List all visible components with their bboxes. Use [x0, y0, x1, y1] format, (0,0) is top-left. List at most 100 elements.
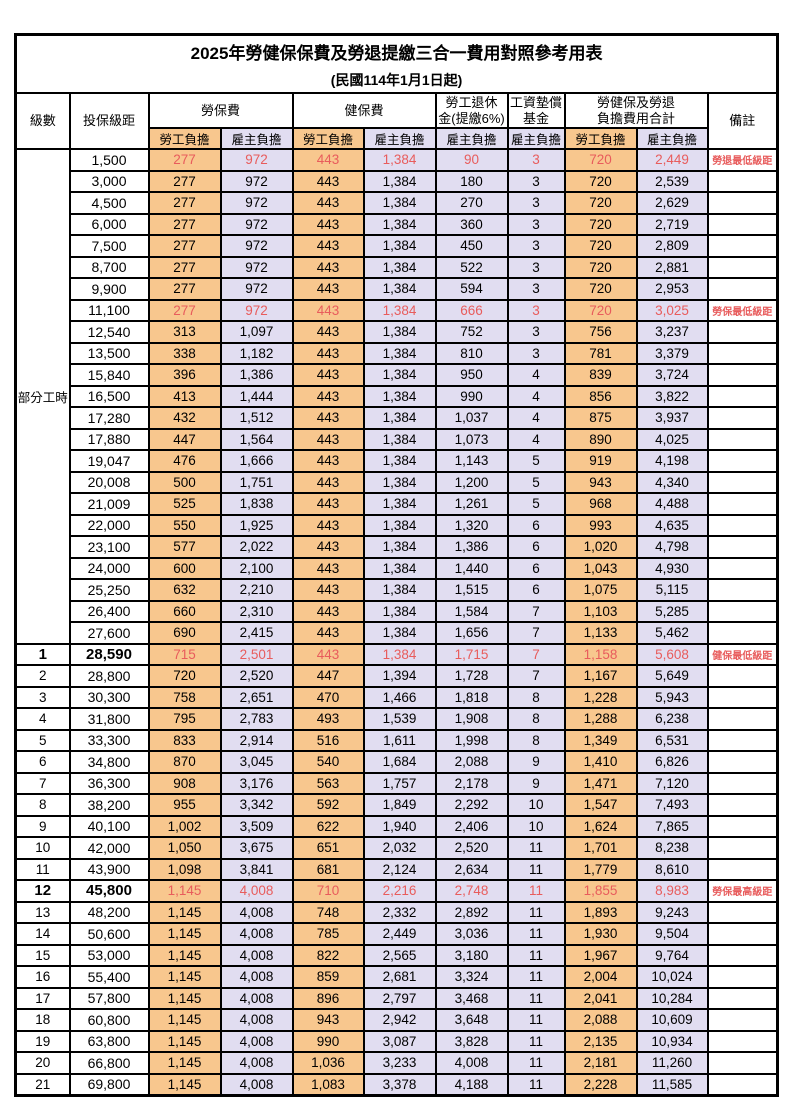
- table-row: 13,500 338 1,182 443 1,384 810 3 781 3,379: [16, 341, 779, 365]
- pension-employer-cell: 752: [434, 320, 509, 344]
- labor-employer-cell: 2,415: [219, 621, 294, 645]
- level-cell: 14: [14, 922, 71, 946]
- total-employee-cell: 720: [563, 255, 638, 279]
- remark-cell: [706, 556, 779, 580]
- total-employer-cell: 8,610: [635, 857, 709, 881]
- remark-cell: [706, 277, 779, 301]
- total-employer-cell: 4,025: [635, 427, 709, 451]
- health-employer-cell: 1,384: [362, 277, 437, 301]
- total-employee-cell: 1,701: [563, 836, 638, 860]
- pension-employer-cell: 180: [434, 169, 509, 193]
- pension-employer-cell: 2,634: [434, 857, 509, 881]
- header-health-insurance: 健保費: [291, 92, 437, 129]
- total-employer-cell: 5,115: [635, 578, 709, 602]
- pension-employer-cell: 2,292: [434, 793, 509, 817]
- bracket-cell: 33,300: [68, 728, 150, 752]
- total-employer-cell: 4,488: [635, 492, 709, 516]
- labor-employee-cell: 1,145: [147, 879, 222, 903]
- health-employee-cell: 443: [291, 320, 365, 344]
- health-employee-cell: 710: [291, 879, 365, 903]
- pension-employer-cell: 990: [434, 384, 509, 408]
- total-employee-cell: 943: [563, 470, 638, 494]
- level-cell: 20: [14, 1051, 71, 1075]
- remark-cell: [706, 943, 779, 967]
- header-level: 級數: [14, 92, 71, 150]
- level-cell: 2: [14, 664, 71, 688]
- health-employee-cell: 443: [291, 341, 365, 365]
- table-row: 1 28,590 715 2,501 443 1,384 1,715 7 1,158 5,608 健…: [14, 642, 779, 666]
- total-employer-cell: 5,608: [635, 642, 709, 666]
- total-employer-cell: 11,585: [635, 1072, 709, 1097]
- health-employer-cell: 1,384: [362, 427, 437, 451]
- total-employer-cell: 10,024: [635, 965, 709, 989]
- total-employer-cell: 2,881: [635, 255, 709, 279]
- total-employee-cell: 1,410: [563, 750, 638, 774]
- total-employer-cell: 7,120: [635, 771, 709, 795]
- labor-employee-cell: 795: [147, 707, 222, 731]
- pension-employer-cell: 1,908: [434, 707, 509, 731]
- health-employer-cell: 1,384: [362, 298, 437, 322]
- table-row: 27,600 690 2,415 443 1,384 1,656 7 1,133 5,462: [16, 621, 779, 645]
- wage-fund-employer-cell: 10: [506, 814, 566, 838]
- bracket-cell: 9,900: [68, 277, 150, 301]
- health-employer-cell: 2,681: [362, 965, 437, 989]
- table-row: 11 43,900 1,098 3,841 681 2,124 2,634 11 1,779 8,…: [14, 857, 779, 881]
- pension-employer-cell: 2,520: [434, 836, 509, 860]
- labor-employee-cell: 1,145: [147, 1051, 222, 1075]
- wage-fund-employer-cell: 5: [506, 449, 566, 473]
- total-employee-cell: 856: [563, 384, 638, 408]
- bracket-cell: 15,840: [68, 363, 150, 387]
- labor-employer-cell: 972: [219, 255, 294, 279]
- table-row: 3,000 277 972 443 1,384 180 3 720 2,539: [16, 169, 779, 193]
- table-row: 12,540 313 1,097 443 1,384 752 3 756 3,237: [16, 320, 779, 344]
- subheader-health-employee: 勞工負擔: [291, 127, 365, 150]
- wage-fund-employer-cell: 3: [506, 320, 566, 344]
- total-employer-cell: 7,865: [635, 814, 709, 838]
- total-employee-cell: 1,158: [563, 642, 638, 666]
- total-employer-cell: 3,025: [635, 298, 709, 322]
- pension-employer-cell: 3,180: [434, 943, 509, 967]
- health-employee-cell: 563: [291, 771, 365, 795]
- labor-employer-cell: 4,008: [219, 943, 294, 967]
- bracket-cell: 25,250: [68, 578, 150, 602]
- total-employee-cell: 1,930: [563, 922, 638, 946]
- labor-employer-cell: 2,651: [219, 685, 294, 709]
- labor-employer-cell: 2,100: [219, 556, 294, 580]
- total-employer-cell: 3,724: [635, 363, 709, 387]
- bracket-cell: 34,800: [68, 750, 150, 774]
- health-employee-cell: 443: [291, 384, 365, 408]
- health-employee-cell: 785: [291, 922, 365, 946]
- remark-cell: 勞保最高級距: [706, 879, 779, 903]
- wage-fund-employer-cell: 3: [506, 341, 566, 365]
- labor-employee-cell: 277: [147, 255, 222, 279]
- total-employer-cell: 4,930: [635, 556, 709, 580]
- labor-employee-cell: 277: [147, 277, 222, 301]
- total-employer-cell: 9,243: [635, 900, 709, 924]
- table-row: 21 69,800 1,145 4,008 1,083 3,378 4,188 11 2,228…: [14, 1072, 779, 1097]
- labor-employee-cell: 338: [147, 341, 222, 365]
- remark-cell: [706, 535, 779, 559]
- health-employer-cell: 1,384: [362, 363, 437, 387]
- part-time-group-label: 部分工時: [14, 148, 71, 645]
- table-row: 16,500 413 1,444 443 1,384 990 4 856 3,822: [16, 384, 779, 408]
- total-employee-cell: 720: [563, 148, 638, 172]
- health-employee-cell: 443: [291, 556, 365, 580]
- labor-employee-cell: 660: [147, 599, 222, 623]
- remark-cell: [706, 470, 779, 494]
- health-employee-cell: 443: [291, 470, 365, 494]
- pension-employer-cell: 4,008: [434, 1051, 509, 1075]
- labor-employee-cell: 1,050: [147, 836, 222, 860]
- labor-employee-cell: 1,145: [147, 943, 222, 967]
- wage-fund-employer-cell: 11: [506, 900, 566, 924]
- total-employer-cell: 11,260: [635, 1051, 709, 1075]
- health-employer-cell: 1,394: [362, 664, 437, 688]
- bracket-cell: 23,100: [68, 535, 150, 559]
- table-row: 8 38,200 955 3,342 592 1,849 2,292 10 1,547 7,493: [14, 793, 779, 817]
- table-row: 9 40,100 1,002 3,509 622 1,940 2,406 10 1,624 7,8…: [14, 814, 779, 838]
- table-row: 20,008 500 1,751 443 1,384 1,200 5 943 4,340: [16, 470, 779, 494]
- remark-cell: [706, 492, 779, 516]
- bracket-cell: 55,400: [68, 965, 150, 989]
- labor-employer-cell: 3,176: [219, 771, 294, 795]
- remark-cell: [706, 793, 779, 817]
- total-employee-cell: 2,088: [563, 1008, 638, 1032]
